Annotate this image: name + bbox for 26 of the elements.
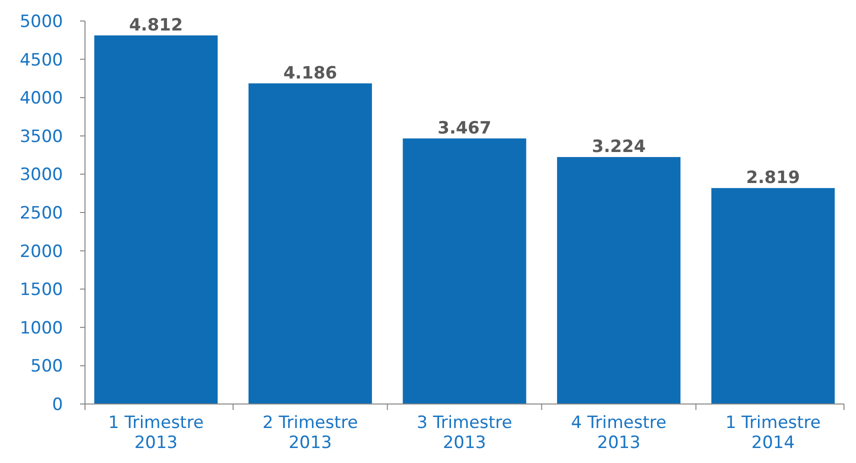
data-label: 4.186	[283, 63, 338, 84]
y-tick-label: 4000	[20, 88, 63, 109]
bar	[94, 35, 218, 404]
y-tick-label: 2500	[20, 203, 63, 224]
data-label: 4.812	[129, 15, 183, 36]
bar	[711, 188, 835, 404]
y-tick-label: 3000	[20, 165, 63, 186]
data-label: 3.467	[438, 118, 492, 138]
x-tick-label: 2 Trimestre 2013	[262, 413, 358, 453]
y-tick-label: 5000	[20, 12, 63, 32]
x-tick-label: 4 Trimestre 2013	[571, 413, 666, 453]
bar	[402, 138, 526, 404]
data-label: 3.224	[592, 137, 646, 158]
y-tick-label: 2000	[20, 242, 63, 262]
bar	[248, 83, 372, 404]
y-tick-label: 1500	[20, 280, 63, 300]
y-tick-label: 1000	[20, 318, 63, 338]
y-tick-label: 500	[30, 356, 63, 377]
x-tick-label: 1 Trimestre 2014	[725, 413, 821, 453]
bar	[557, 157, 680, 404]
data-label: 2.819	[746, 168, 800, 188]
y-tick-label: 4500	[20, 50, 63, 70]
y-tick-label: 3500	[20, 126, 63, 147]
x-tick-label: 3 Trimestre 2013	[416, 413, 512, 453]
y-tick-label: 0	[52, 394, 63, 415]
x-tick-label: 1 Trimestre 2013	[108, 413, 204, 453]
